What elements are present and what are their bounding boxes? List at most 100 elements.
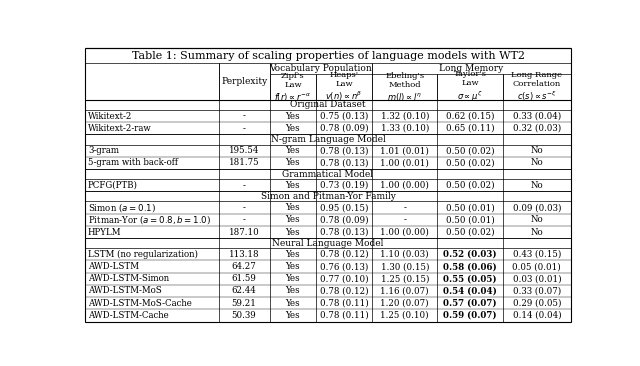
Text: 0.50 (0.01): 0.50 (0.01)	[445, 215, 495, 224]
Text: 1.00 (0.00): 1.00 (0.00)	[380, 181, 429, 190]
Text: 3-gram: 3-gram	[88, 146, 119, 155]
Text: 0.29 (0.05): 0.29 (0.05)	[513, 299, 561, 308]
Text: 1.20 (0.07): 1.20 (0.07)	[380, 299, 429, 308]
Text: 1.16 (0.07): 1.16 (0.07)	[380, 287, 429, 295]
Text: AWD-LSTM-Simon: AWD-LSTM-Simon	[88, 274, 169, 283]
Text: Yes: Yes	[285, 181, 300, 190]
Text: 0.78 (0.12): 0.78 (0.12)	[320, 250, 369, 259]
Text: Yes: Yes	[285, 274, 300, 283]
Text: 0.58 (0.06): 0.58 (0.06)	[443, 262, 497, 271]
Text: Original Dataset: Original Dataset	[290, 100, 366, 109]
Text: 0.03 (0.01): 0.03 (0.01)	[513, 274, 561, 283]
Text: Wikitext-2: Wikitext-2	[88, 112, 132, 120]
Text: Yes: Yes	[285, 250, 300, 259]
Text: 0.78 (0.09): 0.78 (0.09)	[320, 215, 369, 224]
Text: Yes: Yes	[285, 146, 300, 155]
Text: 0.50 (0.02): 0.50 (0.02)	[445, 146, 494, 155]
Text: 0.57 (0.07): 0.57 (0.07)	[444, 299, 497, 308]
Text: 113.18: 113.18	[228, 250, 259, 259]
Text: Pitman-Yor ($a = 0.8, b = 1.0$): Pitman-Yor ($a = 0.8, b = 1.0$)	[88, 213, 211, 226]
Text: 0.14 (0.04): 0.14 (0.04)	[513, 311, 561, 320]
Text: 0.43 (0.15): 0.43 (0.15)	[513, 250, 561, 259]
Text: -: -	[243, 181, 246, 190]
Text: 1.00 (0.01): 1.00 (0.01)	[380, 158, 429, 167]
Text: LSTM (no regularization): LSTM (no regularization)	[88, 250, 198, 259]
Text: Simon ($a = 0.1$): Simon ($a = 0.1$)	[88, 201, 156, 214]
Text: Grammatical Model: Grammatical Model	[282, 169, 374, 179]
Text: 59.21: 59.21	[232, 299, 257, 308]
Text: HPYLM: HPYLM	[88, 228, 122, 236]
Text: 0.50 (0.02): 0.50 (0.02)	[445, 228, 494, 236]
Text: 1.30 (0.15): 1.30 (0.15)	[381, 262, 429, 271]
Text: 0.75 (0.13): 0.75 (0.13)	[320, 112, 369, 120]
Text: -: -	[403, 215, 406, 224]
Text: 0.50 (0.02): 0.50 (0.02)	[445, 181, 494, 190]
Text: -: -	[243, 112, 246, 120]
Text: Yes: Yes	[285, 311, 300, 320]
Text: Table 1: Summary of scaling properties of language models with WT2: Table 1: Summary of scaling properties o…	[131, 51, 525, 60]
Text: No: No	[531, 228, 543, 236]
Text: No: No	[531, 146, 543, 155]
Text: 1.32 (0.10): 1.32 (0.10)	[381, 112, 429, 120]
Text: 0.78 (0.13): 0.78 (0.13)	[320, 158, 369, 167]
Text: 0.59 (0.07): 0.59 (0.07)	[444, 311, 497, 320]
Text: 0.54 (0.04): 0.54 (0.04)	[443, 287, 497, 295]
Text: 0.32 (0.03): 0.32 (0.03)	[513, 124, 561, 133]
Text: No: No	[531, 158, 543, 167]
Text: AWD-LSTM-MoS: AWD-LSTM-MoS	[88, 287, 162, 295]
Text: 187.10: 187.10	[228, 228, 259, 236]
Text: 1.01 (0.01): 1.01 (0.01)	[380, 146, 429, 155]
Text: 0.76 (0.13): 0.76 (0.13)	[320, 262, 369, 271]
Text: Yes: Yes	[285, 215, 300, 224]
Text: -: -	[403, 203, 406, 212]
Text: 5-gram with back-off: 5-gram with back-off	[88, 158, 178, 167]
Text: 0.09 (0.03): 0.09 (0.03)	[513, 203, 561, 212]
Text: 1.25 (0.15): 1.25 (0.15)	[381, 274, 429, 283]
Text: 0.78 (0.12): 0.78 (0.12)	[320, 287, 369, 295]
Text: 0.62 (0.15): 0.62 (0.15)	[446, 112, 494, 120]
Text: AWD-LSTM: AWD-LSTM	[88, 262, 139, 271]
Text: 0.50 (0.02): 0.50 (0.02)	[445, 158, 494, 167]
Text: Yes: Yes	[285, 124, 300, 133]
Text: 181.75: 181.75	[228, 158, 259, 167]
Text: 0.78 (0.13): 0.78 (0.13)	[320, 228, 369, 236]
Text: Yes: Yes	[285, 112, 300, 120]
Text: 0.78 (0.11): 0.78 (0.11)	[320, 299, 369, 308]
Text: 1.33 (0.10): 1.33 (0.10)	[381, 124, 429, 133]
Text: 0.33 (0.04): 0.33 (0.04)	[513, 112, 561, 120]
Text: -: -	[243, 215, 246, 224]
Text: N-gram Language Model: N-gram Language Model	[271, 135, 385, 144]
Text: Long Memory: Long Memory	[440, 64, 504, 73]
Text: Yes: Yes	[285, 287, 300, 295]
Text: PCFG(PTB): PCFG(PTB)	[88, 181, 138, 190]
Text: Vocabulary Population: Vocabulary Population	[269, 64, 372, 73]
Text: Taylor's
Law
$\sigma \propto \mu^{\zeta}$: Taylor's Law $\sigma \propto \mu^{\zeta}…	[454, 70, 486, 104]
Text: AWD-LSTM-MoS-Cache: AWD-LSTM-MoS-Cache	[88, 299, 192, 308]
Text: Neural Language Model: Neural Language Model	[272, 239, 384, 248]
Text: 0.50 (0.01): 0.50 (0.01)	[445, 203, 495, 212]
Text: Ebeling's
Method
$m(l) \propto l^{\eta}$: Ebeling's Method $m(l) \propto l^{\eta}$	[385, 72, 424, 102]
Text: 1.25 (0.10): 1.25 (0.10)	[380, 311, 429, 320]
Text: 0.33 (0.07): 0.33 (0.07)	[513, 287, 561, 295]
Text: Long Range
Correlation
$c(s) \propto s^{-\xi}$: Long Range Correlation $c(s) \propto s^{…	[511, 71, 563, 103]
Text: 0.95 (0.15): 0.95 (0.15)	[320, 203, 369, 212]
Text: No: No	[531, 215, 543, 224]
Text: Yes: Yes	[285, 299, 300, 308]
Text: Zipf's
Law
$f(r) \propto r^{-\alpha}$: Zipf's Law $f(r) \propto r^{-\alpha}$	[275, 72, 311, 102]
Text: 1.10 (0.03): 1.10 (0.03)	[380, 250, 429, 259]
Text: Yes: Yes	[285, 158, 300, 167]
Text: 50.39: 50.39	[232, 311, 257, 320]
Text: 0.77 (0.10): 0.77 (0.10)	[320, 274, 369, 283]
Text: 62.44: 62.44	[232, 287, 257, 295]
Text: Heaps'
Law
$v(n) \propto n^{\beta}$: Heaps' Law $v(n) \propto n^{\beta}$	[326, 71, 363, 103]
Text: 195.54: 195.54	[229, 146, 259, 155]
Text: 0.05 (0.01): 0.05 (0.01)	[513, 262, 561, 271]
Text: Yes: Yes	[285, 203, 300, 212]
Text: Perplexity: Perplexity	[221, 77, 268, 86]
Text: 0.78 (0.09): 0.78 (0.09)	[320, 124, 369, 133]
Text: 1.00 (0.00): 1.00 (0.00)	[380, 228, 429, 236]
Text: Yes: Yes	[285, 262, 300, 271]
Text: No: No	[531, 181, 543, 190]
Text: 0.73 (0.19): 0.73 (0.19)	[320, 181, 369, 190]
Text: -: -	[243, 124, 246, 133]
